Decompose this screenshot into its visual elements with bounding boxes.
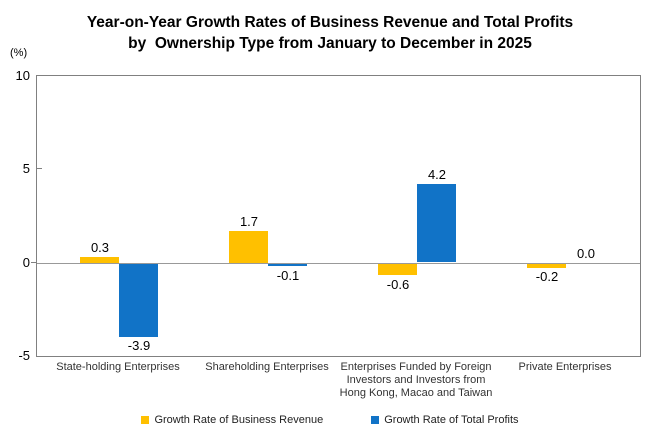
bar-profits-0 [119,264,158,337]
y-tick-label: 5 [22,161,30,176]
category-label-line: Enterprises Funded by Foreign [340,361,492,373]
y-tick-label: 0 [22,255,30,270]
value-label-revenue-0: 0.3 [90,240,110,255]
category-label-line: Private Enterprises [518,361,612,373]
zero-gridline [37,263,640,264]
bar-revenue-3 [527,264,566,268]
value-label-profits-2: 4.2 [427,167,447,182]
bar-revenue-2 [378,264,417,275]
y-tick-mark [37,168,42,169]
category-label-line: Shareholding Enterprises [205,361,329,373]
value-label-revenue-3: -0.2 [535,269,559,284]
bar-profits-1 [268,264,307,266]
bar-revenue-0 [80,257,119,263]
category-label-3: Private Enterprises [477,361,653,374]
y-tick-label: -5 [18,348,30,363]
category-label-2: Enterprises Funded by Foreign Investors a… [328,361,504,400]
category-label-1: Shareholding Enterprises [179,361,355,374]
y-tick-label: 10 [15,68,30,83]
category-label-line: Investors and Investors from [346,374,486,386]
plot-area: 0.3 1.7 -0.6 -0.2 -3.9 -0.1 4.2 0.0 [36,75,641,357]
bar-revenue-1 [229,231,268,263]
value-label-profits-1: -0.1 [276,268,300,283]
value-label-revenue-1: 1.7 [239,214,259,229]
chart-title-line2: by Ownership Type from January to Decemb… [128,35,532,52]
legend-swatch-business-revenue [141,416,150,424]
bar-profits-2 [417,184,456,262]
value-label-profits-0: -3.9 [127,338,151,353]
y-tick-mark [31,262,36,263]
value-label-revenue-2: -0.6 [386,277,410,292]
legend-label-business-revenue: Growth Rate of Business Revenue [154,414,324,426]
legend-swatch-total-profits [371,416,380,424]
value-label-profits-3: 0.0 [576,246,596,261]
y-axis-unit-label: (%) [10,47,28,59]
category-label-0: State-holding Enterprises [30,361,206,374]
legend-item-business-revenue: Growth Rate of Business Revenue [141,414,323,426]
category-label-line: State-holding Enterprises [56,361,180,373]
category-label-line: Hong Kong, Macao and Taiwan [339,387,493,399]
legend: Growth Rate of Business Revenue Growth R… [0,414,660,426]
legend-item-total-profits: Growth Rate of Total Profits [371,414,519,426]
chart-title: Year-on-Year Growth Rates of Business Re… [0,12,660,54]
chart-title-line1: Year-on-Year Growth Rates of Business Re… [86,14,574,31]
legend-label-total-profits: Growth Rate of Total Profits [384,414,519,426]
